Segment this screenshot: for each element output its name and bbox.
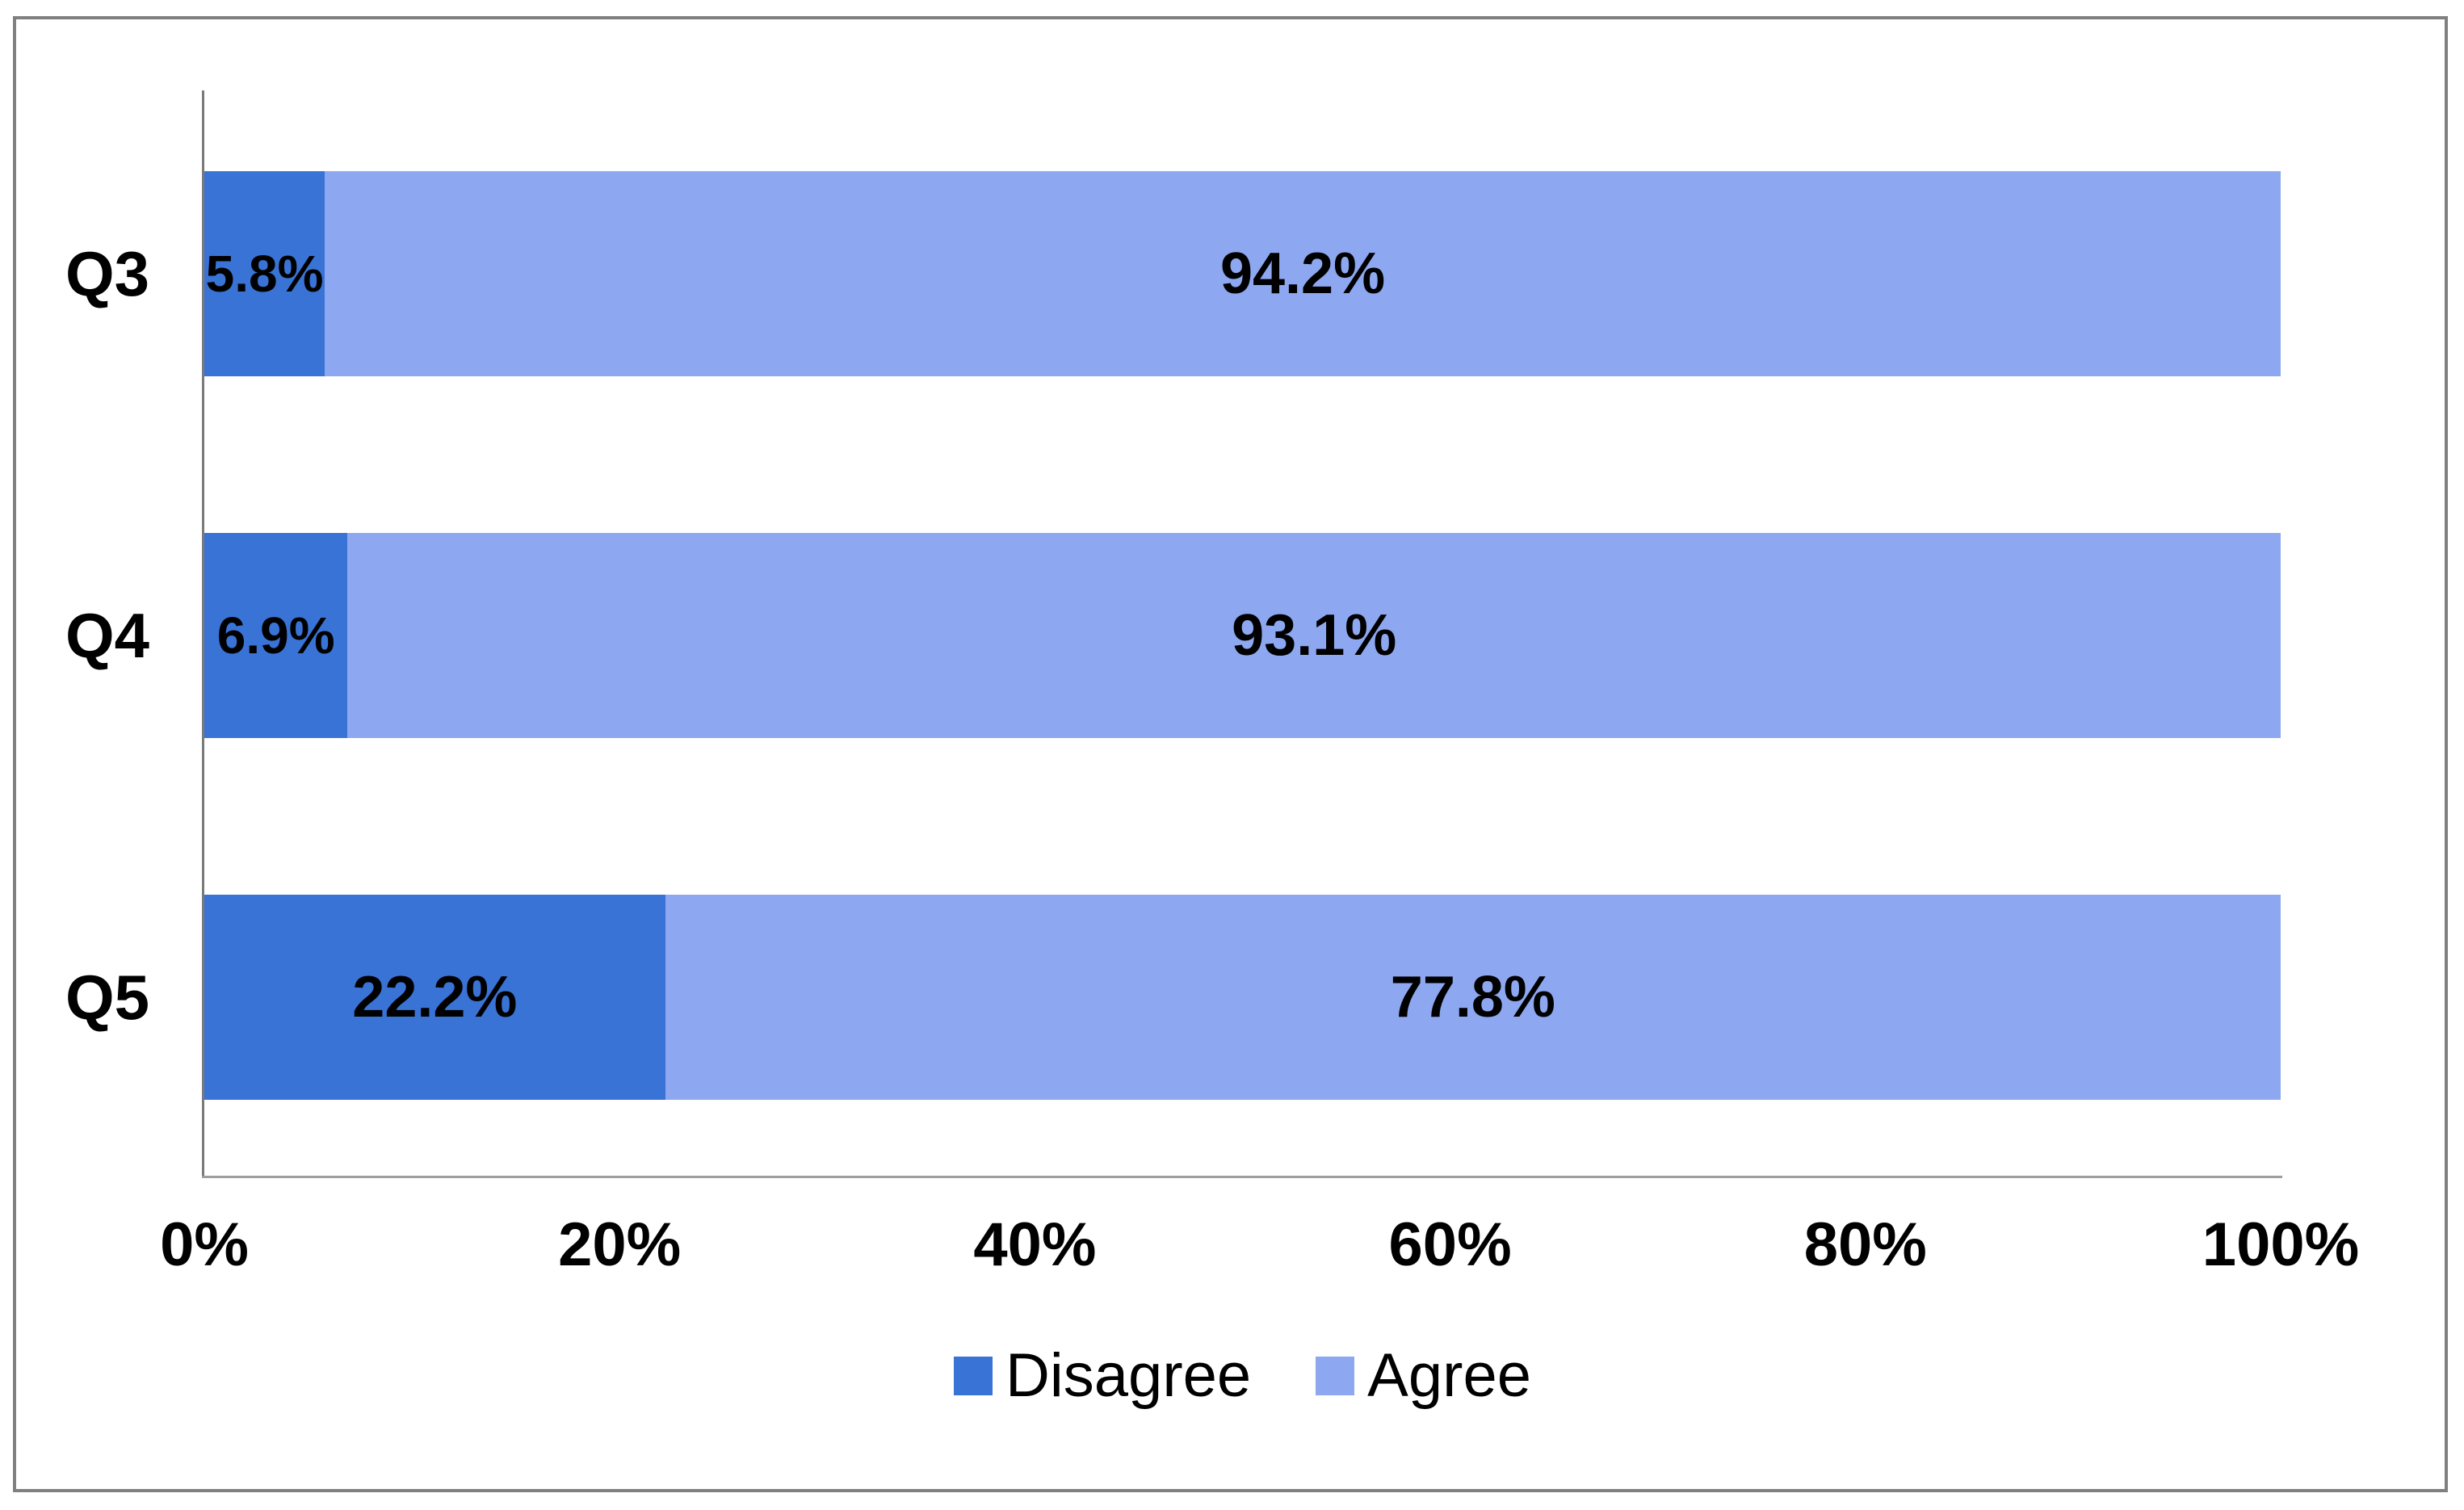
- x-tick-label-100pct: 100%: [2202, 1210, 2360, 1279]
- data-label-disagree-q5: 22.2%: [352, 965, 518, 1030]
- legend-label-agree: Agree: [1367, 1341, 1531, 1410]
- bar-row-q3: Q3 5.8% 94.2%: [65, 171, 2281, 376]
- bar-segment-disagree-q4: 6.9%: [204, 533, 348, 738]
- category-label-q3: Q3: [65, 237, 149, 309]
- x-tick-label-0pct: 0%: [160, 1210, 249, 1279]
- legend-label-disagree: Disagree: [1005, 1341, 1252, 1410]
- category-label-q5: Q5: [65, 961, 149, 1033]
- y-axis-line: [202, 90, 204, 1178]
- data-label-disagree-q3: 5.8%: [205, 245, 324, 303]
- data-label-agree-q5: 77.8%: [1390, 965, 1555, 1030]
- bar-segment-disagree-q3: 5.8%: [204, 171, 325, 376]
- legend-swatch-disagree: [954, 1356, 993, 1395]
- x-tick-label-80pct: 80%: [1803, 1210, 1927, 1279]
- category-label-q4: Q4: [65, 599, 149, 671]
- legend: Disagree Agree: [204, 1340, 2281, 1411]
- plot-area: Q3 5.8% 94.2% Q4 6.9% 93.1% Q5 22.2% 77.8%: [65, 90, 2281, 1176]
- legend-item-disagree: Disagree: [954, 1340, 1251, 1411]
- bar-row-q4: Q4 6.9% 93.1%: [65, 533, 2281, 738]
- bar-segment-agree-q5: 77.8%: [665, 895, 2281, 1100]
- data-label-disagree-q4: 6.9%: [216, 606, 335, 665]
- legend-swatch-agree: [1316, 1356, 1355, 1395]
- bar-row-q5: Q5 22.2% 77.8%: [65, 895, 2281, 1100]
- bar-segment-agree-q4: 93.1%: [347, 533, 2281, 738]
- x-axis-line: [202, 1176, 2282, 1178]
- bar-stack-q4: 6.9% 93.1%: [204, 533, 2281, 738]
- x-tick-label-40pct: 40%: [973, 1210, 1097, 1279]
- data-label-agree-q4: 93.1%: [1232, 603, 1397, 668]
- data-label-agree-q3: 94.2%: [1219, 241, 1386, 306]
- bar-segment-disagree-q5: 22.2%: [204, 895, 665, 1100]
- bar-stack-q3: 5.8% 94.2%: [204, 171, 2281, 376]
- x-tick-label-60pct: 60%: [1388, 1210, 1512, 1279]
- bar-stack-q5: 22.2% 77.8%: [204, 895, 2281, 1100]
- bar-segment-agree-q3: 94.2%: [325, 171, 2281, 376]
- legend-item-agree: Agree: [1316, 1340, 1531, 1411]
- x-tick-label-20pct: 20%: [558, 1210, 682, 1279]
